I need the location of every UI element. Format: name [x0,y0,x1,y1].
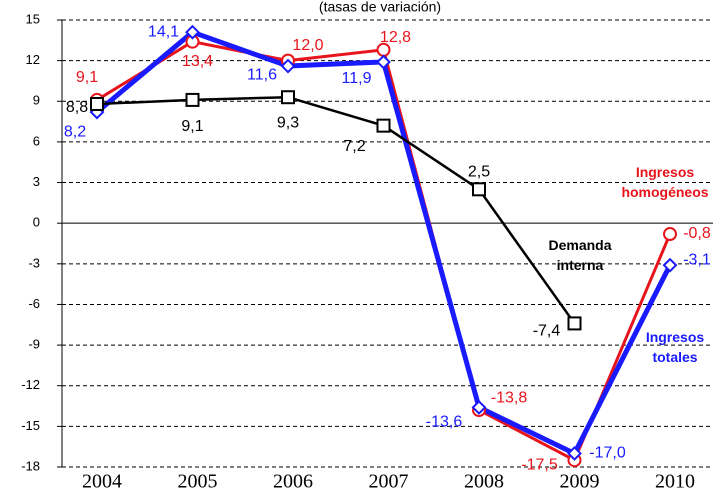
data-label: 8,8 [66,99,88,116]
point [662,257,678,273]
y-tick-label: 15 [26,11,40,26]
data-label: 12,8 [380,29,411,46]
data-label: -13,8 [491,389,528,406]
point [185,24,200,40]
legend-label: Demanda interna [548,237,612,273]
legend-label: Ingresos homogéneos [621,164,709,200]
y-tick-label: -18 [21,458,40,473]
point [663,227,677,242]
data-label: 2,5 [468,164,490,181]
point [567,316,582,331]
y-tick-label: -3 [28,255,40,270]
series-line [96,95,576,325]
x-tick-label: 2005 [178,471,218,493]
x-tick-label: 2007 [369,471,409,493]
data-label: 14,1 [148,23,179,40]
y-tick-label: -15 [21,418,40,433]
data-label: 11,6 [247,66,277,83]
data-label: -0,8 [683,225,711,242]
y-tick-label: 12 [26,52,40,67]
point [90,96,104,111]
data-label: 12,0 [292,37,323,54]
data-label: 8,2 [64,123,86,140]
y-tick-label: 9 [33,93,40,108]
y-tick-label: 0 [33,215,40,230]
point [471,399,487,415]
data-label: -17,5 [521,456,558,473]
point [376,54,391,70]
data-label: -13,6 [426,414,463,431]
x-tick-label: 2009 [560,471,600,493]
y-tick-label: -6 [28,296,40,311]
y-tick-label: -9 [28,337,40,352]
data-label: 9,3 [277,114,299,131]
data-label: 13,4 [182,53,213,70]
point [281,90,295,105]
data-label: -7,4 [533,323,561,340]
y-tick-label: 6 [33,133,40,148]
data-label: 11,9 [342,70,372,87]
legend-label: Ingresos totales [645,329,705,365]
chart-subtitle: (tasas de variación) [319,0,441,15]
data-label: -3,1 [683,251,711,268]
y-tick-label: 3 [33,174,40,189]
x-tick-label: 2010 [655,471,695,493]
x-tick-label: 2008 [464,471,504,493]
point [280,58,296,74]
data-label: 9,1 [76,69,98,86]
point [472,182,486,197]
x-tick-label: 2004 [82,471,122,493]
data-label: 7,2 [343,138,365,155]
point [376,118,391,133]
data-label: -17,0 [589,445,626,462]
point [567,446,582,461]
x-tick-label: 2006 [273,471,313,493]
point [185,92,200,107]
y-tick-label: -12 [21,377,40,392]
data-label: 9,1 [181,118,203,135]
